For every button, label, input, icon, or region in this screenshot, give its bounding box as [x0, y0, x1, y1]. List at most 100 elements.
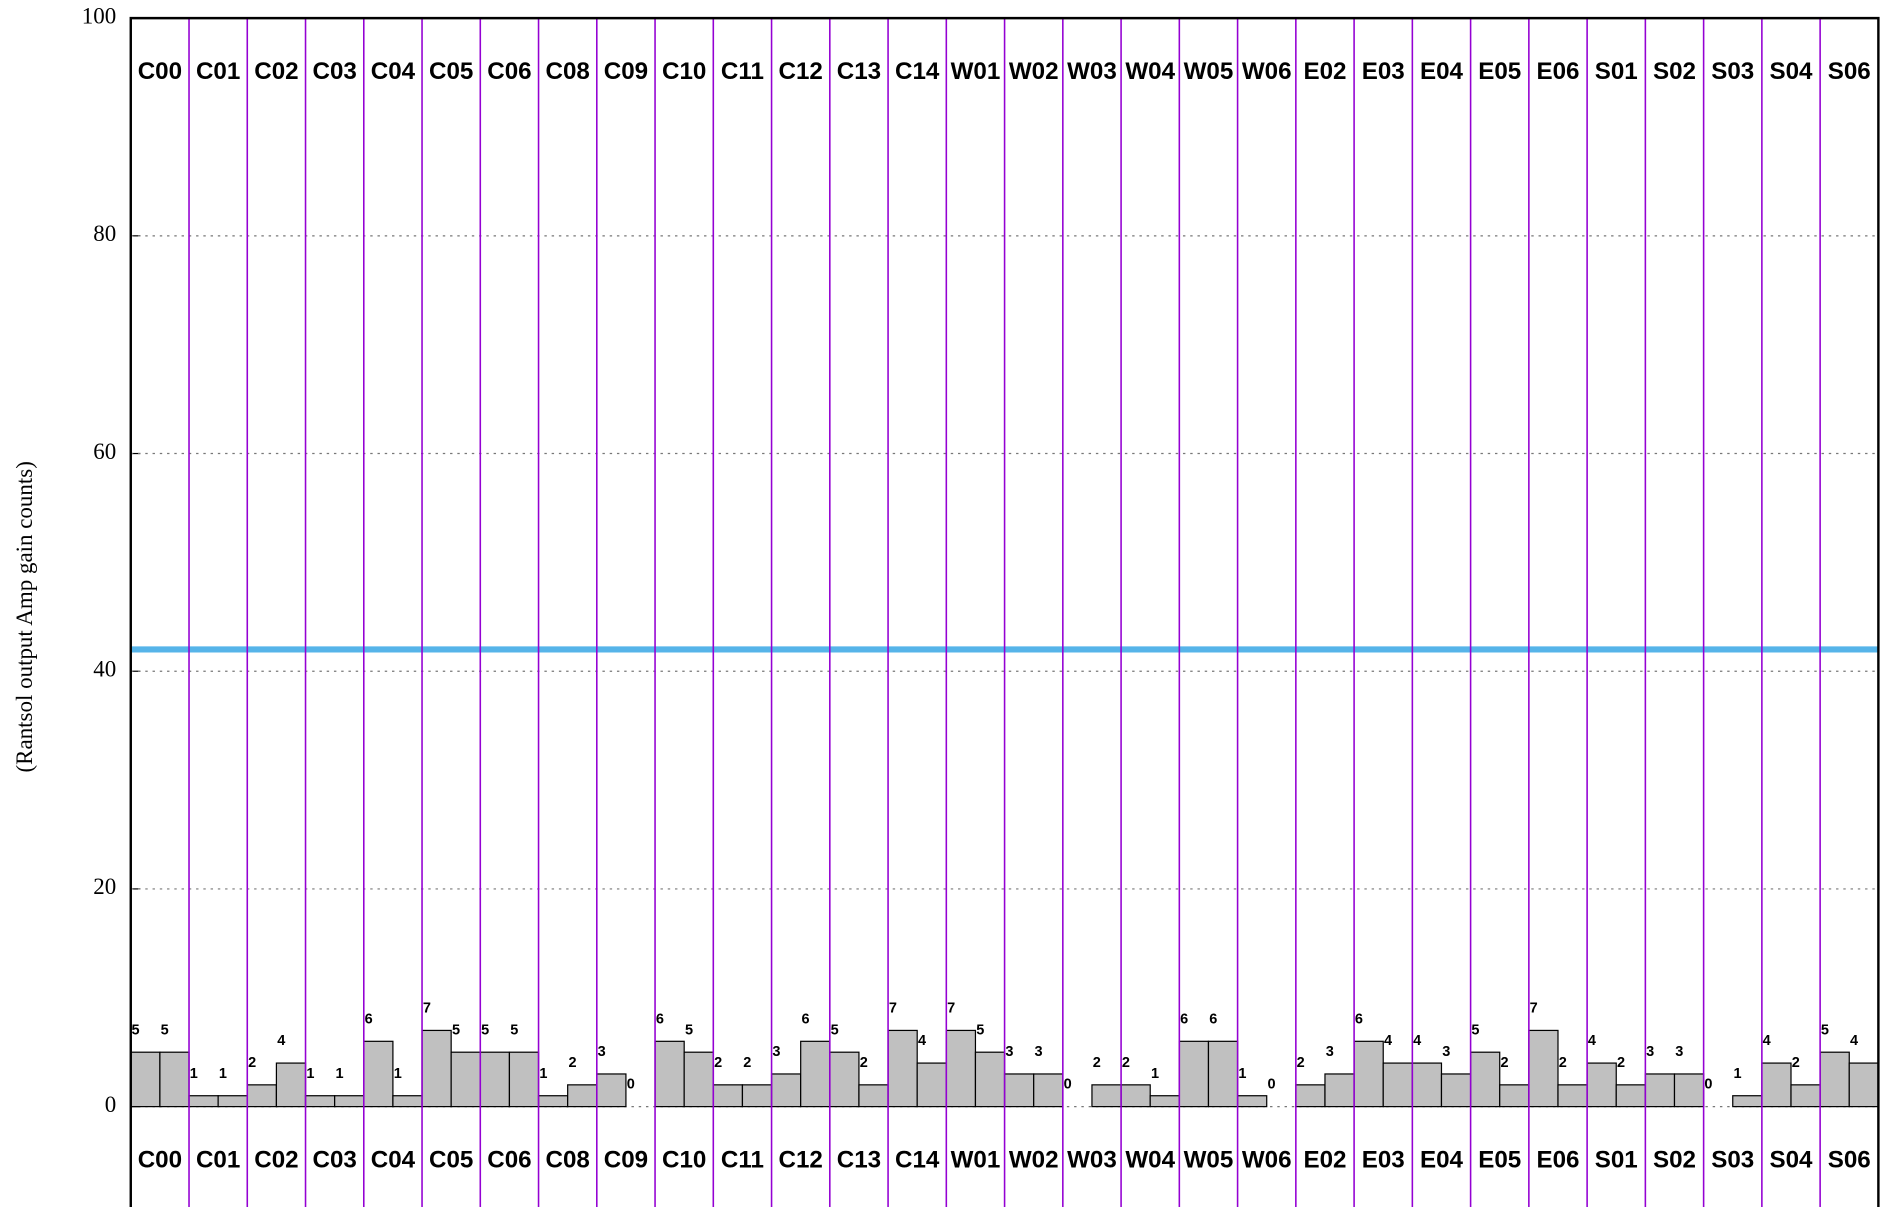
group-label-bottom: C10 [662, 1146, 706, 1173]
bar [1732, 1095, 1763, 1108]
group-label-top: C14 [895, 58, 940, 85]
bar [916, 1062, 947, 1108]
value-label: 2 [248, 1055, 256, 1071]
y-tick-label: 40 [93, 656, 116, 681]
bar [479, 1051, 511, 1108]
group-label-top: W03 [1067, 58, 1117, 85]
group-label-top: C00 [138, 58, 182, 85]
group-label-top: C03 [312, 58, 356, 85]
bar [334, 1095, 365, 1108]
bar [1673, 1073, 1705, 1108]
value-label: 5 [685, 1022, 693, 1038]
group-label-top: E04 [1420, 58, 1464, 85]
group-label-top: S02 [1653, 58, 1696, 85]
bar [130, 1051, 161, 1108]
value-label: 5 [132, 1022, 140, 1038]
bar [217, 1095, 248, 1108]
y-axis-label: (Rantsol output Amp gain counts) [12, 461, 37, 772]
value-label: 5 [510, 1022, 518, 1038]
value-label: 6 [1180, 1011, 1188, 1027]
group-label-bottom: W04 [1125, 1146, 1175, 1173]
value-label: 6 [801, 1011, 809, 1027]
y-tick-label: 60 [93, 439, 116, 464]
value-label: 2 [1792, 1055, 1800, 1071]
bar [829, 1051, 860, 1108]
group-label-top: S01 [1595, 58, 1638, 85]
bar [1295, 1084, 1326, 1108]
group-label-bottom: C04 [371, 1146, 416, 1173]
value-label: 0 [1704, 1077, 1712, 1093]
bar [1324, 1073, 1355, 1108]
group-label-top: C04 [371, 58, 416, 85]
value-label: 6 [1355, 1011, 1363, 1027]
group-label-top: S06 [1828, 58, 1871, 85]
value-label: 2 [1122, 1055, 1130, 1071]
value-label: 2 [714, 1055, 722, 1071]
group-label-top: C09 [604, 58, 648, 85]
value-label: 2 [860, 1055, 868, 1071]
bar [392, 1095, 423, 1108]
bar [1848, 1062, 1879, 1108]
group-label-bottom: E06 [1536, 1146, 1579, 1173]
group-label-bottom: S01 [1595, 1146, 1638, 1173]
value-label: 1 [394, 1066, 402, 1082]
bar [770, 1073, 802, 1108]
group-label-bottom: C03 [312, 1146, 356, 1173]
value-label: 2 [568, 1055, 576, 1071]
group-label-top: C02 [254, 58, 298, 85]
bar [1761, 1062, 1792, 1108]
bar [1586, 1062, 1617, 1108]
group-label-bottom: S02 [1653, 1146, 1696, 1173]
group-label-bottom: C06 [487, 1146, 531, 1173]
value-label: 3 [1326, 1044, 1334, 1060]
value-label: 3 [598, 1044, 606, 1060]
group-label-bottom: W01 [951, 1146, 1001, 1173]
value-label: 5 [1821, 1022, 1829, 1038]
bar [1003, 1073, 1035, 1108]
group-label-top: C10 [662, 58, 706, 85]
group-label-bottom: C14 [895, 1146, 940, 1173]
bar [508, 1051, 540, 1108]
value-label: 0 [627, 1077, 635, 1093]
value-label: 1 [1151, 1066, 1159, 1082]
value-label: 7 [889, 1000, 897, 1016]
group-label-top: W01 [951, 58, 1001, 85]
plot-frame [129, 16, 1880, 1207]
y-tick-label: 0 [105, 1092, 116, 1117]
bar [1033, 1073, 1064, 1108]
value-label: 1 [539, 1066, 547, 1082]
value-label: 6 [656, 1011, 664, 1027]
group-label-top: S03 [1711, 58, 1754, 85]
group-label-bottom: W06 [1242, 1146, 1292, 1173]
group-label-top: E06 [1536, 58, 1579, 85]
value-label: 1 [1734, 1066, 1742, 1082]
value-label: 2 [1297, 1055, 1305, 1071]
group-label-bottom: E05 [1478, 1146, 1521, 1173]
bar [800, 1040, 831, 1108]
bar [1236, 1095, 1268, 1108]
bar [159, 1051, 190, 1108]
bar [1353, 1040, 1384, 1108]
group-label-bottom: E04 [1420, 1146, 1464, 1173]
y-tick-label: 20 [93, 874, 116, 899]
bar [1470, 1051, 1501, 1108]
bar [974, 1051, 1006, 1108]
bar [1528, 1029, 1559, 1108]
bar [858, 1084, 889, 1108]
group-label-bottom: C11 [721, 1146, 764, 1173]
bar [188, 1095, 219, 1108]
value-label: 3 [1442, 1044, 1450, 1060]
group-label-bottom: W02 [1009, 1146, 1059, 1173]
group-label-top: E02 [1303, 58, 1346, 85]
value-label: 1 [190, 1066, 198, 1082]
value-label: 4 [277, 1033, 285, 1049]
group-label-bottom: C05 [429, 1146, 473, 1173]
bar [887, 1029, 918, 1108]
bar [1819, 1051, 1850, 1108]
value-label: 5 [481, 1022, 489, 1038]
group-label-top: C05 [429, 58, 473, 85]
group-label-top: E05 [1478, 58, 1521, 85]
group-label-top: W04 [1125, 58, 1175, 85]
group-label-bottom: C00 [138, 1146, 182, 1173]
